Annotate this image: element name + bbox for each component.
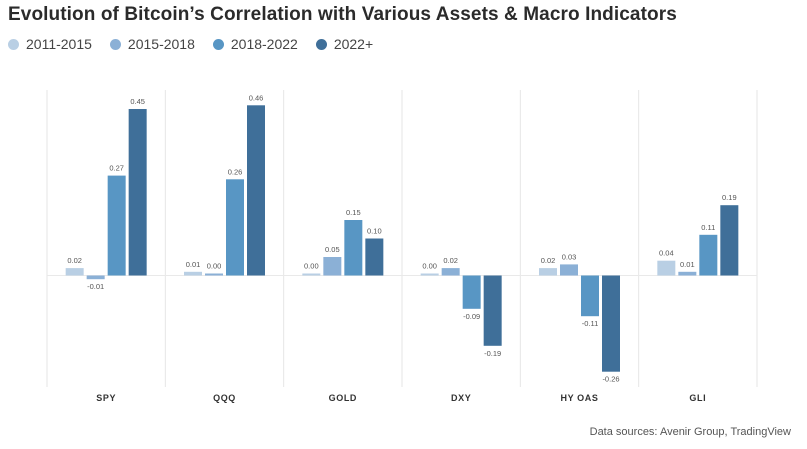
data-label: 0.02 [443,256,458,265]
x-tick-label: GLI [689,393,706,403]
bar-spy-1 [86,275,105,280]
data-label: -0.01 [87,282,104,291]
legend-swatch [8,38,19,50]
data-label: 0.03 [562,252,577,261]
data-label: 0.01 [680,260,695,269]
data-label: 0.00 [422,262,437,271]
bar-hy-oas-0 [539,268,557,276]
bar-gli-1 [678,271,697,276]
bar-dxy-0 [420,273,439,276]
data-label: -0.26 [602,375,619,384]
data-label: 0.10 [367,227,382,236]
bar-gold-3 [365,238,384,276]
bar-spy-2 [107,175,126,276]
legend-swatch [109,38,121,50]
data-label: 0.11 [701,223,715,232]
data-label: 0.01 [186,260,201,269]
bar-qqq-1 [205,273,223,276]
legend-swatch [315,38,327,50]
legend-item-2022-plus: 2022+ [315,36,374,52]
data-label: 0.05 [325,245,340,254]
legend-swatch [212,38,224,50]
data-label: 0.45 [130,97,145,106]
data-label: -0.09 [463,312,480,321]
x-tick-label: SPY [96,393,116,403]
bar-gold-2 [344,220,363,276]
data-source-note: Data sources: Avenir Group, TradingView [589,426,791,438]
bar-qqq-3 [247,105,265,276]
bar-hy-oas-3 [602,275,620,372]
data-label: 0.02 [541,256,556,265]
bar-hy-oas-2 [581,275,599,317]
data-label: 0.04 [659,249,674,258]
data-label: 0.27 [109,164,124,173]
x-tick-label: HY OAS [561,393,599,403]
data-label: 0.00 [304,262,319,271]
legend-label: 2018-2022 [230,36,298,52]
bar-hy-oas-1 [560,264,578,276]
data-label: -0.11 [582,319,599,328]
legend-label: 2011-2015 [26,36,92,52]
bar-spy-0 [65,268,84,276]
bar-spy-3 [128,109,147,276]
legend-item-2015-2018: 2015-2018 [109,36,195,52]
data-label: 0.00 [207,262,222,271]
chart-title: Evolution of Bitcoin’s Correlation with … [8,4,677,25]
legend-item-2018-2022: 2018-2022 [212,36,298,52]
bar-qqq-0 [184,271,202,276]
bar-gold-1 [323,257,342,276]
x-tick-label: DXY [451,393,471,403]
data-label: 0.26 [228,167,243,176]
bar-gli-2 [699,234,718,276]
legend: 2011-2015 2015-2018 2018-2022 2022+ [8,36,373,52]
bar-dxy-1 [441,268,460,276]
data-label: 0.02 [67,256,82,265]
legend-label: 2022+ [333,36,374,52]
bar-dxy-2 [462,275,481,309]
legend-label: 2015-2018 [127,36,195,52]
bar-gli-3 [720,205,739,276]
legend-item-2011-2015: 2011-2015 [8,36,92,52]
bar-qqq-2 [226,179,244,276]
data-label: -0.19 [484,349,501,358]
bar-dxy-3 [483,275,502,346]
data-label: 0.46 [249,93,264,102]
bar-gli-0 [657,260,676,276]
bar-gold-0 [302,273,321,276]
data-label: 0.19 [722,193,737,202]
x-tick-label: GOLD [329,393,357,403]
x-tick-label: QQQ [213,393,236,403]
data-label: 0.15 [346,208,361,217]
